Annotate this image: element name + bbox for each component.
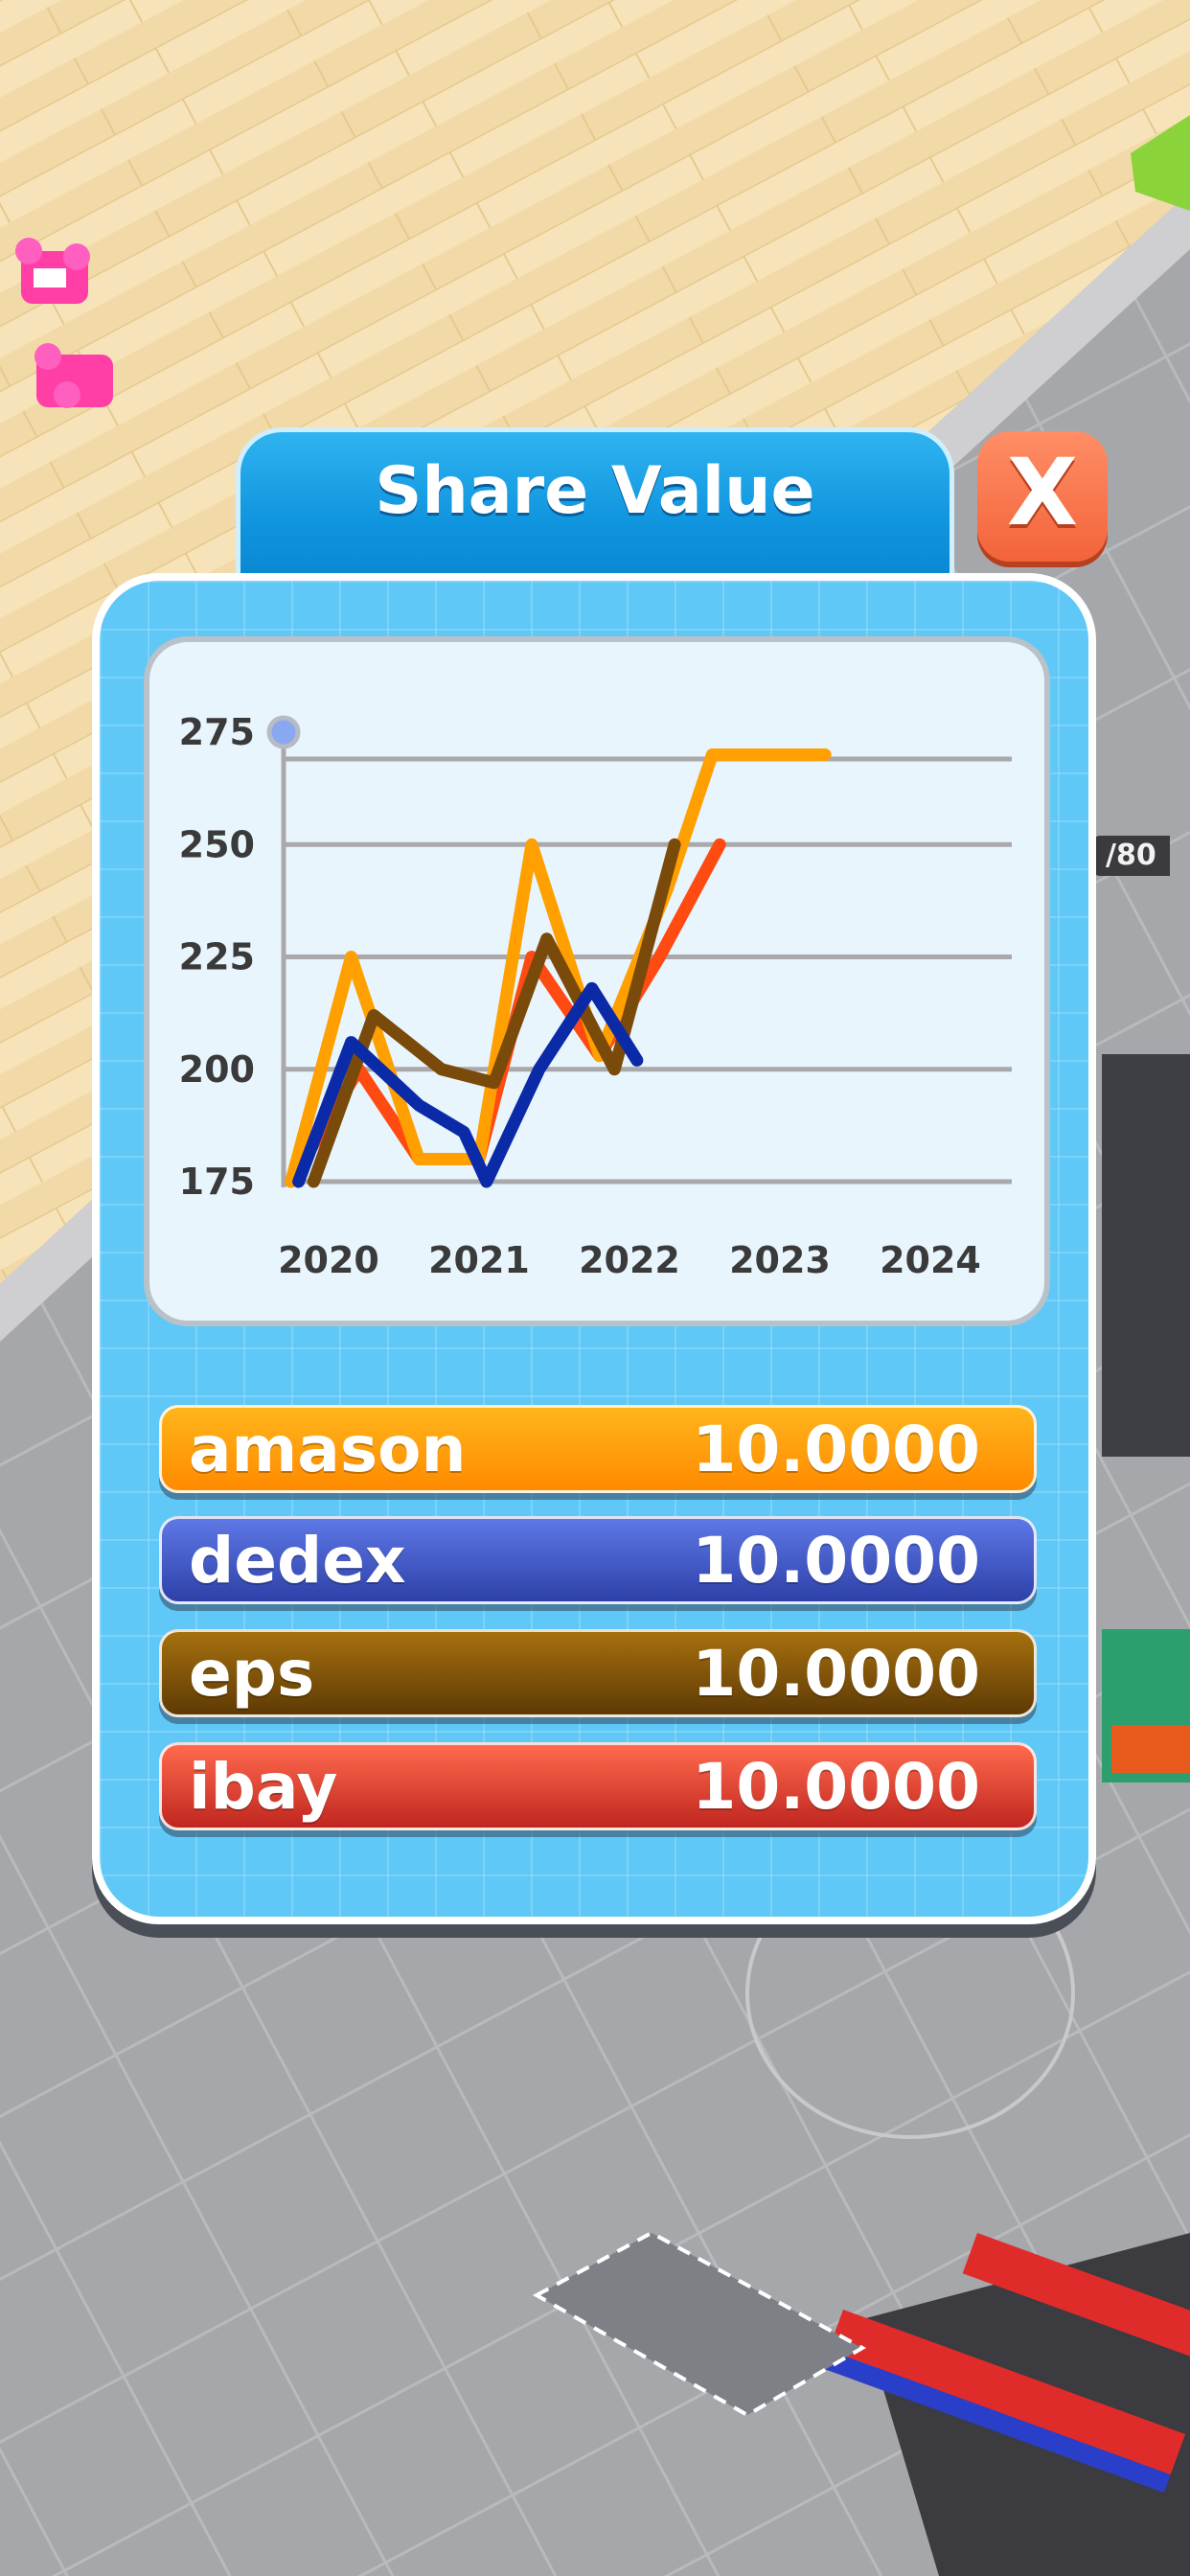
x-tick-label: 2024 (880, 1239, 981, 1281)
x-tick-label: 2023 (729, 1239, 831, 1281)
legend-value: 10.0000 (692, 1750, 980, 1824)
x-tick-label: 2021 (428, 1239, 530, 1281)
legend-row-eps[interactable]: eps 10.0000 (159, 1629, 1037, 1717)
legend-row-amason[interactable]: amason 10.0000 (159, 1405, 1037, 1493)
legend-name: amason (189, 1413, 467, 1486)
share-value-chart: 175 200 225 250 275 2020 2021 2022 2023 2024 (144, 636, 1050, 1326)
y-tick-label: 175 (179, 1161, 255, 1203)
legend-name: ibay (189, 1750, 338, 1824)
close-button[interactable]: X (977, 431, 1108, 562)
share-value-panel: 175 200 225 250 275 2020 2021 2022 2023 2024 amas… (92, 573, 1096, 1924)
y-tick-label: 200 (179, 1048, 255, 1091)
series-line-eps (307, 838, 681, 1188)
series-line-dedex (292, 981, 644, 1188)
legend-value: 10.0000 (692, 1637, 980, 1711)
dialog-title: Share Value (375, 453, 815, 529)
legend-value: 10.0000 (692, 1524, 980, 1598)
legend-row-dedex[interactable]: dedex 10.0000 (159, 1516, 1037, 1604)
x-tick-label: 2022 (579, 1239, 680, 1281)
y-tick-label: 250 (179, 823, 255, 865)
legend-row-ibay[interactable]: ibay 10.0000 (159, 1742, 1037, 1830)
legend-name: dedex (189, 1524, 406, 1598)
y-axis-knob (266, 715, 301, 749)
close-icon: X (1006, 439, 1078, 546)
line-chart-svg: 175 200 225 250 275 2020 2021 2022 2023 2024 (179, 711, 1012, 1281)
background-counter-label: /80 (1092, 836, 1170, 876)
x-tick-label: 2020 (278, 1239, 379, 1281)
legend-value: 10.0000 (692, 1413, 980, 1486)
dialog-title-tab: Share Value (236, 427, 954, 590)
legend-name: eps (189, 1637, 315, 1711)
y-tick-label: 225 (179, 936, 255, 978)
y-tick-label: 275 (179, 711, 255, 753)
